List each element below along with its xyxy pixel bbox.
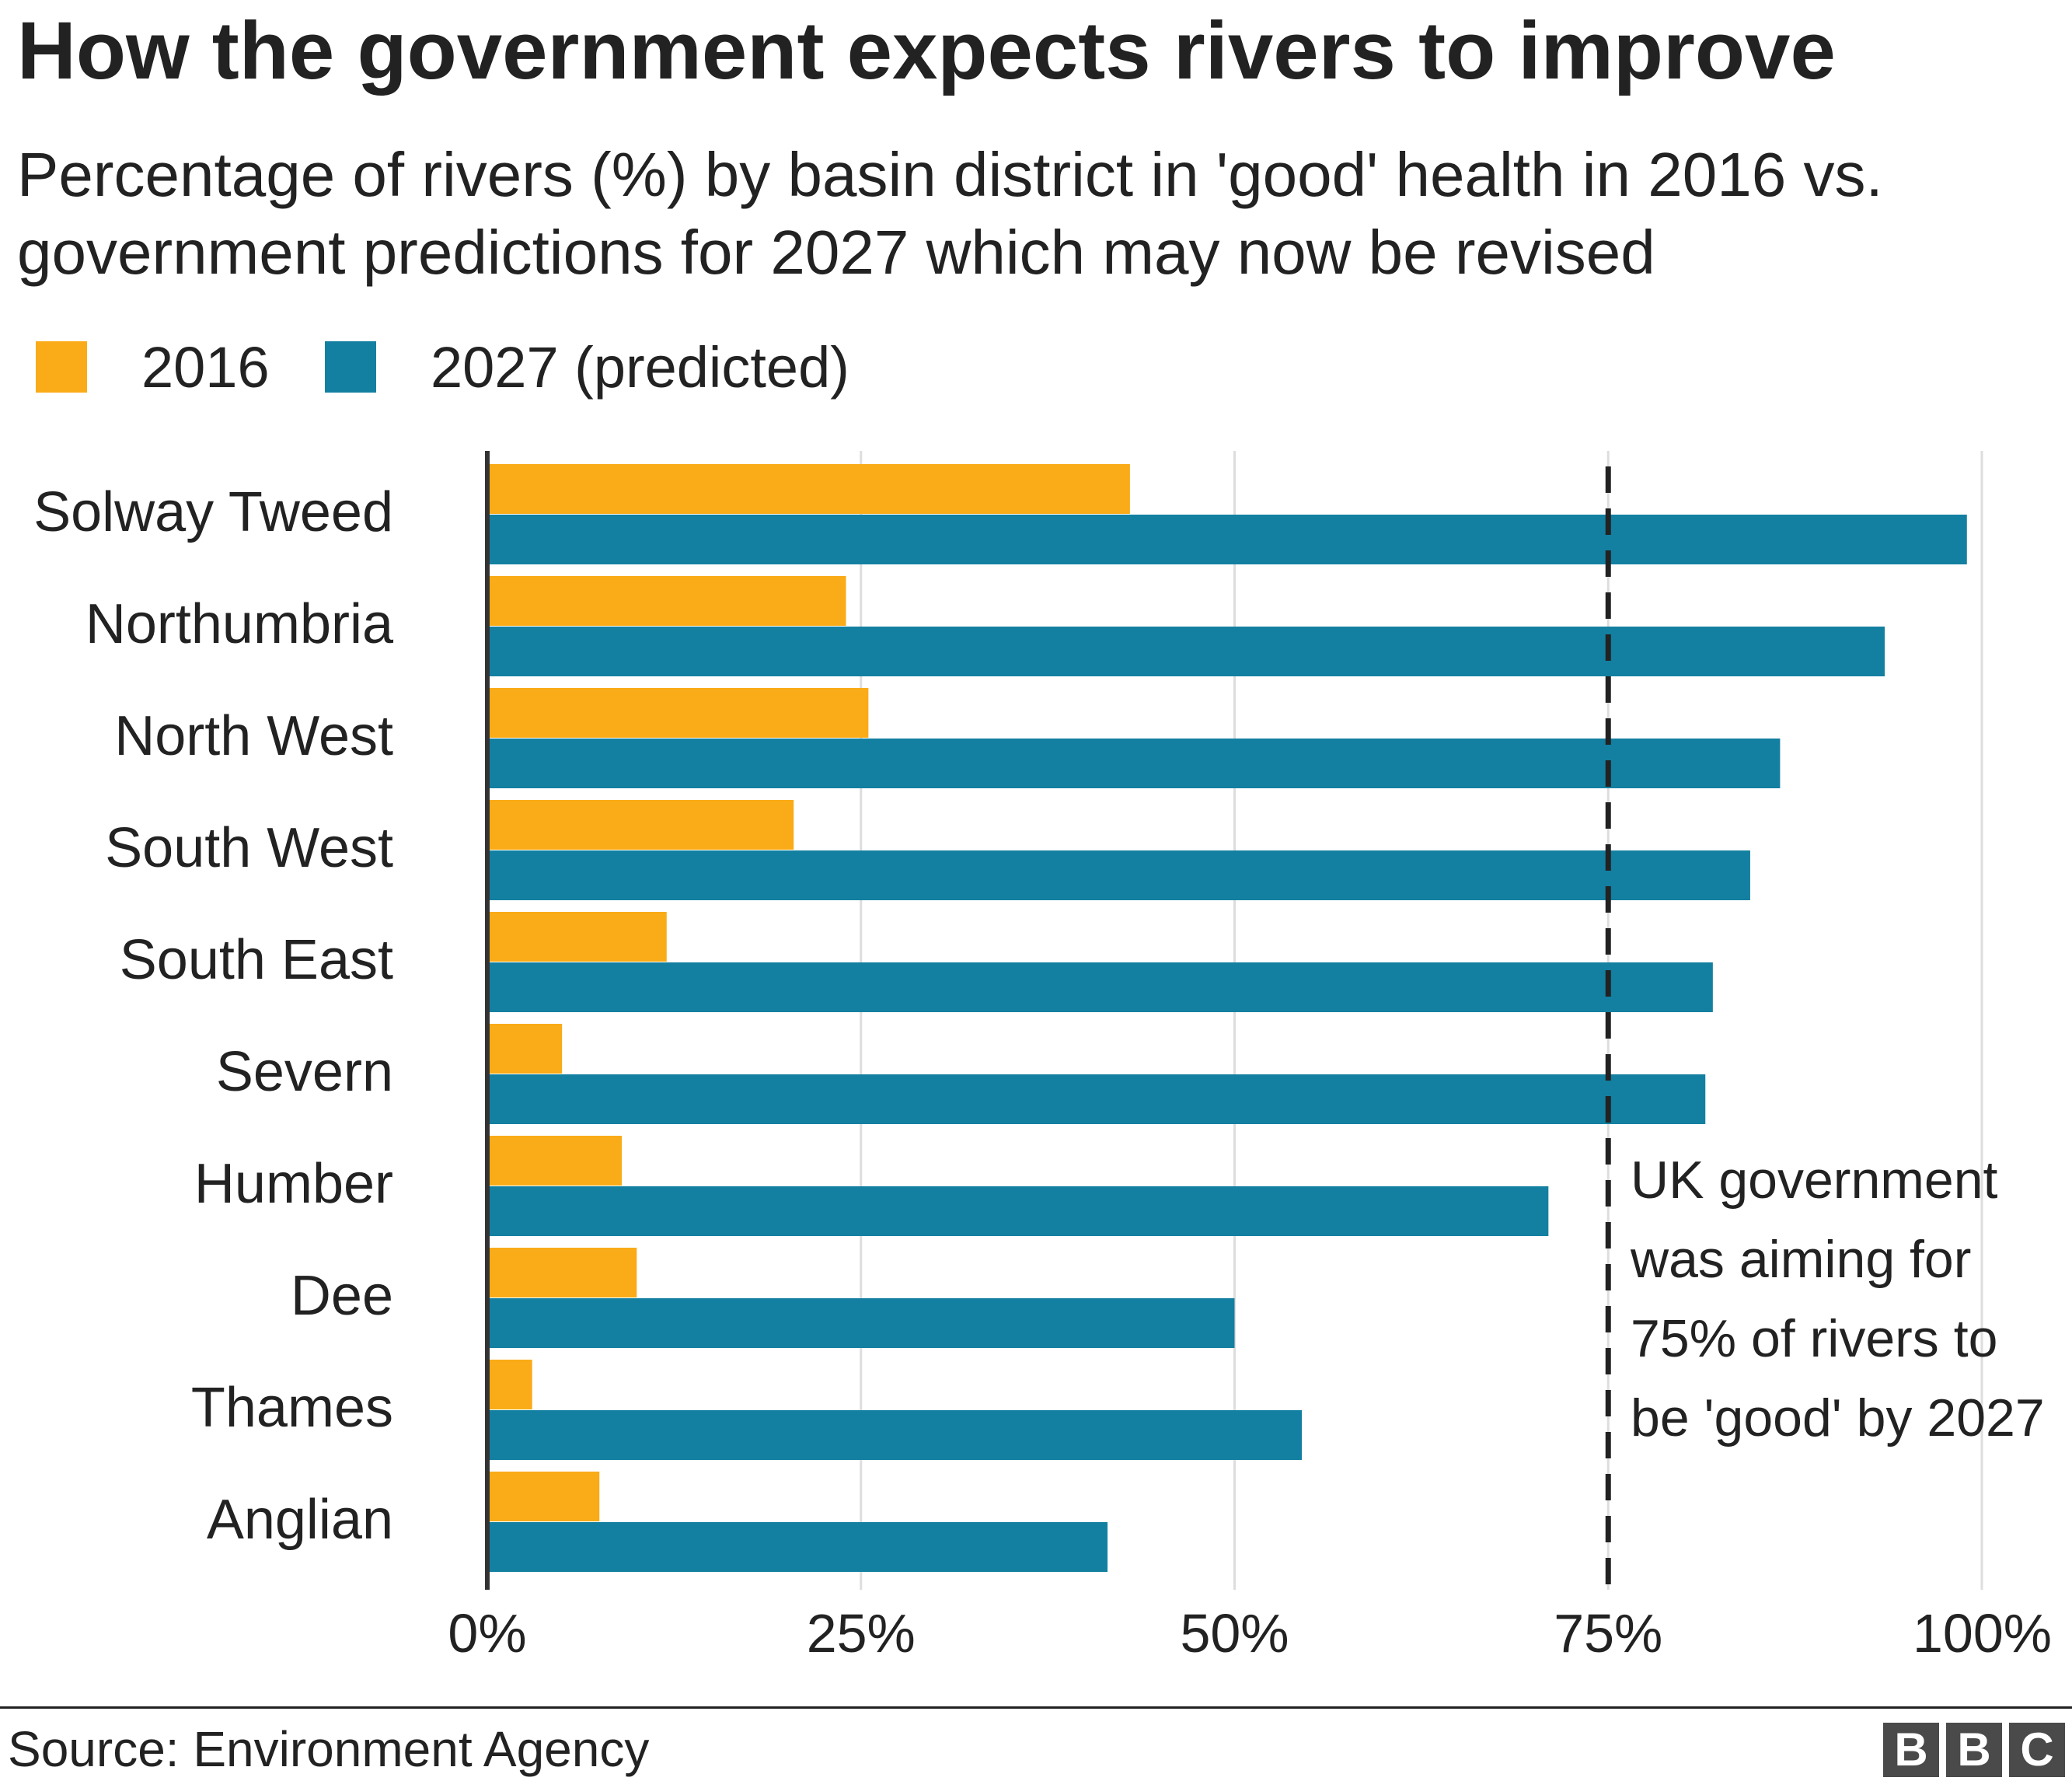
legend-item-2027-predicted: 2027 (predicted) <box>325 334 849 400</box>
legend-label-2016: 2016 <box>141 334 270 400</box>
bar-2027-predicted-south-east <box>487 962 1713 1012</box>
legend-swatch-2016 <box>36 341 87 393</box>
bar-2016-south-east <box>487 912 667 962</box>
target-annotation-line: UK government <box>1631 1151 1998 1210</box>
bar-2016-severn <box>487 1024 563 1074</box>
legend-item-2016: 2016 <box>36 334 270 400</box>
x-tick-label: 100% <box>1913 1603 2052 1664</box>
category-label-south-west: South West <box>105 817 393 879</box>
bbc-logo-letter: B <box>1946 1723 2002 1777</box>
category-label-north-west: North West <box>114 705 393 767</box>
bar-2016-thames <box>487 1360 532 1409</box>
bar-2027-predicted-anglian <box>487 1522 1108 1572</box>
legend-swatch-2027-predicted <box>325 341 376 393</box>
bar-2016-humber <box>487 1136 623 1186</box>
bar-2016-solway-tweed <box>487 464 1130 514</box>
bar-2016-south-west <box>487 800 794 850</box>
bar-2027-predicted-south-west <box>487 850 1750 900</box>
bar-2016-anglian <box>487 1472 600 1521</box>
category-label-south-east: South East <box>120 929 393 991</box>
bar-2016-north-west <box>487 688 869 738</box>
footer-divider <box>0 1706 2072 1709</box>
bar-2027-predicted-solway-tweed <box>487 515 1967 564</box>
x-tick-label: 0% <box>448 1603 526 1664</box>
bar-2016-dee <box>487 1248 637 1297</box>
legend-label-2027-predicted: 2027 (predicted) <box>431 334 849 400</box>
target-annotation-line: was aiming for <box>1630 1230 1971 1289</box>
target-annotation-line: 75% of rivers to <box>1631 1309 1997 1368</box>
bar-2027-predicted-severn <box>487 1074 1706 1124</box>
bar-2016-northumbria <box>487 576 846 626</box>
x-tick-label: 75% <box>1554 1603 1662 1664</box>
target-annotation-line: be 'good' by 2027 <box>1631 1388 2045 1447</box>
x-tick-label: 50% <box>1180 1603 1289 1664</box>
chart-title: How the government expects rivers to imp… <box>17 5 1836 96</box>
source-note: Source: Environment Agency <box>8 1721 650 1777</box>
bar-2027-predicted-dee <box>487 1298 1235 1348</box>
category-label-dee: Dee <box>291 1265 393 1327</box>
category-label-thames: Thames <box>191 1377 393 1439</box>
category-label-humber: Humber <box>194 1153 393 1215</box>
bbc-logo: B B C <box>1883 1723 2065 1777</box>
category-label-anglian: Anglian <box>207 1489 393 1551</box>
bbc-logo-letter: C <box>2009 1723 2065 1777</box>
x-tick-label: 25% <box>807 1603 916 1664</box>
bar-chart: Solway Tweed Northumbria North West South W… <box>33 451 2052 1664</box>
bbc-logo-letter: B <box>1883 1723 1939 1777</box>
chart-subtitle: Percentage of rivers (%) by basin distri… <box>17 140 1883 287</box>
bar-2027-predicted-north-west <box>487 739 1781 788</box>
category-label-northumbria: Northumbria <box>85 593 394 655</box>
bar-2027-predicted-northumbria <box>487 627 1885 676</box>
category-label-severn: Severn <box>216 1041 393 1103</box>
bar-2027-predicted-humber <box>487 1186 1549 1236</box>
bar-2027-predicted-thames <box>487 1410 1303 1460</box>
category-label-solway-tweed: Solway Tweed <box>33 481 393 543</box>
